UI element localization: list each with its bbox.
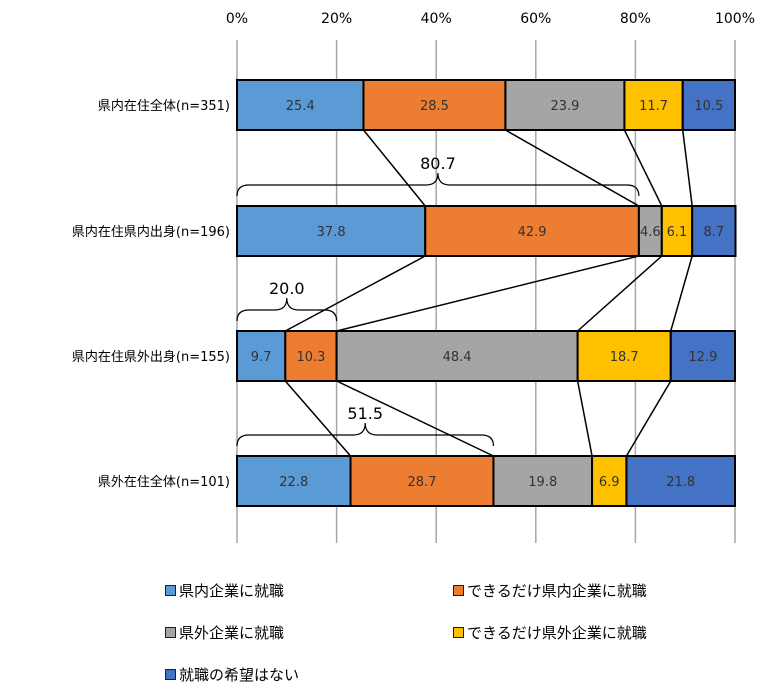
data-label: 21.8 [666, 475, 695, 490]
connector-line [576, 380, 593, 457]
connector-line [284, 255, 426, 332]
data-label: 4.6 [640, 225, 661, 240]
bar-segment [660, 205, 694, 257]
data-label: 22.8 [279, 475, 308, 490]
stacked-bar-chart: 0% 20% 40% 60% 80% 100% 25.4 28.5 23.9 11.7 10.5 県内… [72, 11, 755, 543]
bar-segment [591, 455, 628, 507]
legend-swatch [453, 627, 464, 638]
bar-segment [236, 455, 352, 507]
data-label: 42.9 [518, 225, 547, 240]
data-label: 23.9 [550, 99, 579, 114]
bar-segment [362, 79, 507, 131]
x-tick-label: 40% [421, 11, 452, 27]
legend-swatch [165, 585, 176, 596]
bar-segment [691, 205, 737, 257]
connector-line [623, 129, 663, 207]
connector-line [362, 129, 426, 207]
connector-line [681, 129, 693, 207]
bar-segment [504, 79, 626, 131]
annotation-label: 80.7 [420, 154, 456, 173]
bar-segment [625, 455, 736, 507]
connector-line [284, 380, 352, 457]
data-label: 10.5 [694, 99, 723, 114]
bar-segment [669, 330, 736, 382]
x-tick-label: 80% [620, 11, 651, 27]
legend-item: 県内企業に就職 [165, 580, 284, 601]
legend-swatch [165, 669, 176, 680]
bar-segment [681, 79, 737, 131]
legend-label: できるだけ県内企業に就職 [467, 582, 647, 600]
data-label: 8.7 [703, 225, 724, 240]
bar-segment [236, 330, 287, 382]
x-tick-label: 60% [520, 11, 551, 27]
legend-item: できるだけ県内企業に就職 [453, 580, 647, 601]
data-label: 48.4 [443, 350, 472, 365]
legend-label: 県外企業に就職 [179, 624, 285, 642]
legend-swatch [165, 627, 176, 638]
data-label: 6.1 [667, 225, 688, 240]
data-label: 28.5 [420, 99, 449, 114]
data-label: 18.7 [610, 350, 639, 365]
data-label: 37.8 [317, 225, 346, 240]
annotation-label: 51.5 [347, 404, 383, 423]
category-label: 県内在住県内出身(n=196) [72, 224, 230, 240]
x-tick-label: 20% [321, 11, 352, 27]
bar-segment [492, 455, 594, 507]
annotation-label: 20.0 [269, 279, 305, 298]
bar-segment [236, 79, 365, 131]
data-label: 9.7 [251, 350, 272, 365]
legend-label: 県内企業に就職 [179, 582, 285, 600]
connector-line [336, 380, 494, 457]
bar-segment [623, 79, 684, 131]
connector-line [577, 255, 663, 332]
bar-segment [335, 330, 579, 382]
category-label: 県内在住全体(n=351) [98, 98, 230, 114]
legend-label: 就職の希望はない [179, 666, 300, 684]
connector-line [336, 255, 640, 332]
x-tick-label: 100% [715, 11, 755, 27]
connector-line [625, 380, 672, 457]
category-label: 県外在住全体(n=101) [98, 474, 230, 490]
connector-line [505, 129, 640, 207]
legend-item: 就職の希望はない [165, 664, 299, 685]
data-label: 12.9 [688, 350, 717, 365]
connector-line [670, 255, 693, 332]
x-tick-label: 0% [226, 11, 248, 27]
bar-segment [236, 205, 427, 257]
data-label: 10.3 [296, 350, 325, 365]
annotation-brace [236, 422, 495, 447]
annotation-brace [236, 297, 338, 322]
legend-label: できるだけ県外企業に就職 [467, 624, 647, 642]
legend-item: 県外企業に就職 [165, 622, 284, 643]
data-label: 11.7 [639, 99, 668, 114]
data-label: 6.9 [599, 475, 620, 490]
legend-swatch [453, 585, 464, 596]
bar-segment [349, 455, 495, 507]
bar-segment [284, 330, 338, 382]
bar-segment [576, 330, 672, 382]
data-label: 28.7 [408, 475, 437, 490]
annotation-brace [236, 172, 640, 197]
legend-item: できるだけ県外企業に就職 [453, 622, 647, 643]
data-label: 25.4 [286, 99, 315, 114]
category-label: 県内在住県外出身(n=155) [72, 349, 230, 365]
data-label: 19.8 [528, 475, 557, 490]
